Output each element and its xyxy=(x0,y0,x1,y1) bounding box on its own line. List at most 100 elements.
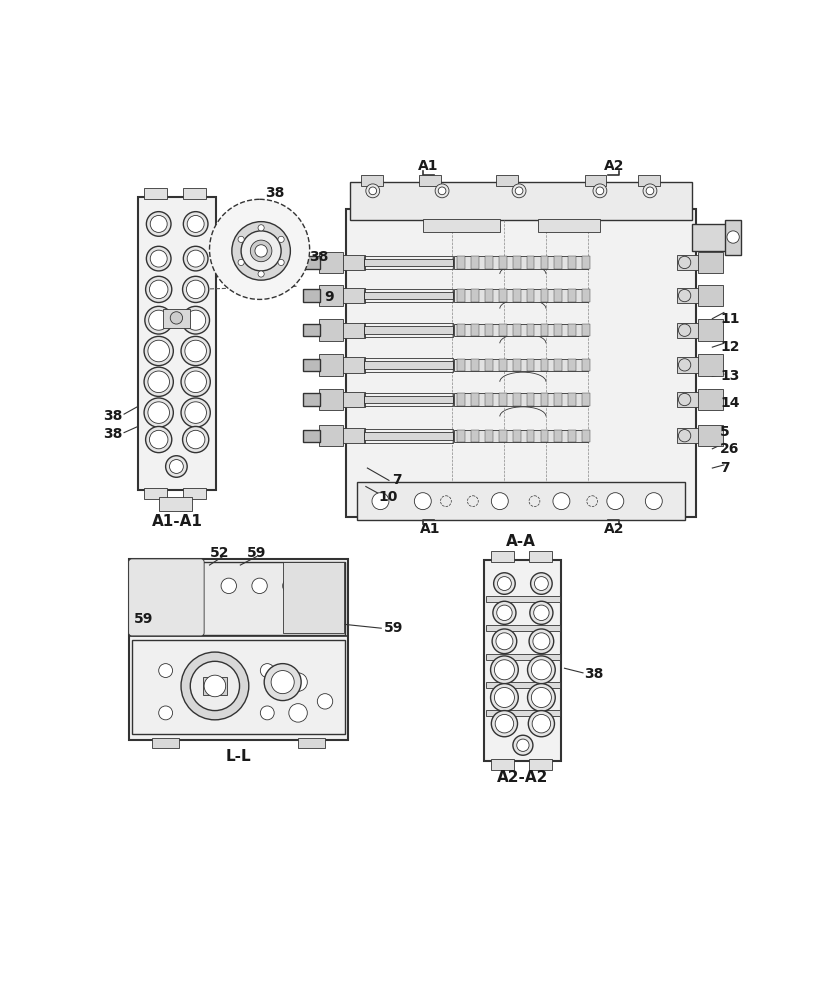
Circle shape xyxy=(493,573,514,594)
Text: 38: 38 xyxy=(103,409,122,423)
Bar xyxy=(698,389,722,410)
Bar xyxy=(364,326,452,334)
Circle shape xyxy=(514,187,523,195)
Bar xyxy=(526,359,533,371)
Bar xyxy=(144,488,167,499)
Circle shape xyxy=(150,215,167,232)
Circle shape xyxy=(145,306,172,334)
Text: 7: 7 xyxy=(719,461,729,475)
Bar xyxy=(182,188,205,199)
Bar xyxy=(540,256,547,269)
Circle shape xyxy=(150,250,167,267)
Bar xyxy=(485,596,559,602)
Bar xyxy=(162,309,190,328)
Bar xyxy=(526,430,533,442)
Bar xyxy=(453,289,588,302)
Bar xyxy=(453,256,588,269)
Bar xyxy=(484,560,561,761)
Bar xyxy=(528,759,552,770)
Circle shape xyxy=(251,578,267,594)
Bar xyxy=(318,354,343,376)
Circle shape xyxy=(187,250,204,267)
Circle shape xyxy=(183,212,208,236)
Bar xyxy=(485,625,559,631)
Text: L-L: L-L xyxy=(225,749,251,764)
Circle shape xyxy=(186,430,204,449)
Circle shape xyxy=(184,340,206,362)
Bar xyxy=(457,324,465,336)
Circle shape xyxy=(497,577,511,590)
Bar xyxy=(512,430,520,442)
Circle shape xyxy=(181,367,210,396)
Bar xyxy=(364,429,452,443)
Circle shape xyxy=(181,336,210,366)
Circle shape xyxy=(726,231,739,243)
Circle shape xyxy=(592,184,606,198)
Circle shape xyxy=(527,656,555,684)
Bar xyxy=(138,197,216,490)
Circle shape xyxy=(677,359,690,371)
Bar xyxy=(361,175,382,186)
Circle shape xyxy=(494,660,514,680)
Bar xyxy=(538,219,600,232)
Circle shape xyxy=(149,310,169,330)
Circle shape xyxy=(512,735,533,755)
Bar xyxy=(318,319,343,341)
Bar xyxy=(303,430,320,442)
Circle shape xyxy=(260,706,274,720)
Bar xyxy=(471,393,479,406)
Circle shape xyxy=(490,493,508,510)
Text: 14: 14 xyxy=(719,396,739,410)
Text: 10: 10 xyxy=(379,490,398,504)
Bar xyxy=(540,324,547,336)
Circle shape xyxy=(144,336,173,366)
Bar xyxy=(676,428,699,443)
Text: A1: A1 xyxy=(420,522,440,536)
Bar xyxy=(512,324,520,336)
Circle shape xyxy=(490,656,518,684)
Bar xyxy=(490,759,513,770)
Circle shape xyxy=(183,246,208,271)
Bar xyxy=(485,654,559,660)
Circle shape xyxy=(146,276,171,302)
Bar xyxy=(203,677,227,695)
Circle shape xyxy=(187,215,204,232)
Bar xyxy=(457,359,465,371)
Bar xyxy=(457,256,465,269)
Bar xyxy=(364,259,452,266)
Text: 7: 7 xyxy=(391,473,401,487)
Bar xyxy=(364,358,452,372)
Bar xyxy=(581,324,589,336)
Circle shape xyxy=(144,398,173,427)
Bar xyxy=(128,559,347,740)
Circle shape xyxy=(532,714,550,733)
Bar xyxy=(303,359,320,371)
FancyBboxPatch shape xyxy=(128,559,204,636)
Text: 38: 38 xyxy=(584,667,603,681)
Bar xyxy=(364,393,452,406)
Circle shape xyxy=(278,236,284,242)
Text: 9: 9 xyxy=(323,290,333,304)
Bar xyxy=(676,357,699,373)
Circle shape xyxy=(250,240,271,262)
Bar xyxy=(160,497,192,511)
Circle shape xyxy=(494,687,514,708)
Circle shape xyxy=(159,664,172,677)
Bar xyxy=(457,393,465,406)
Bar xyxy=(342,357,365,373)
Bar xyxy=(357,482,684,520)
Bar xyxy=(676,392,699,407)
Bar xyxy=(584,175,605,186)
Bar xyxy=(638,175,659,186)
Text: 59: 59 xyxy=(134,612,153,626)
Bar xyxy=(490,551,513,562)
Text: 11: 11 xyxy=(719,312,739,326)
Circle shape xyxy=(531,687,551,708)
Bar xyxy=(698,425,722,446)
Bar xyxy=(512,289,520,302)
Circle shape xyxy=(182,306,209,334)
Bar xyxy=(567,256,576,269)
Bar xyxy=(581,289,589,302)
Text: 38: 38 xyxy=(103,427,122,441)
Circle shape xyxy=(148,371,170,393)
